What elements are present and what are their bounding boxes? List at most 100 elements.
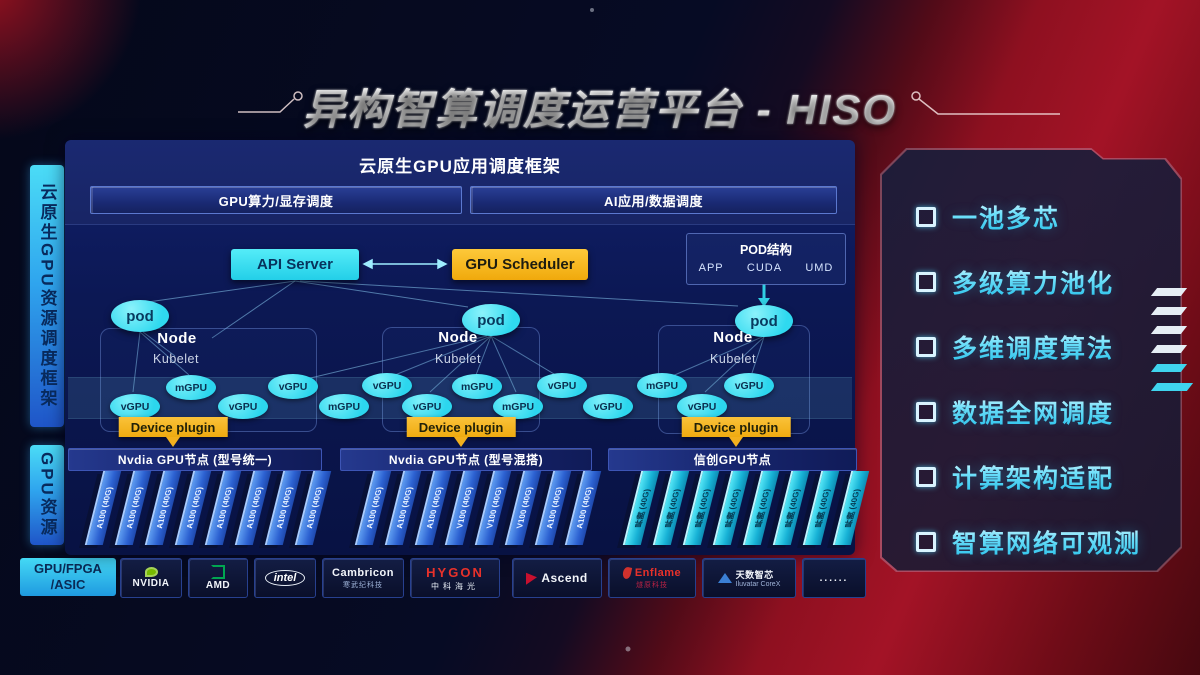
gpu-card: A100 (40G) [414,471,452,545]
pod-ellipse-2: pod [462,304,520,336]
gpu-card: A100 (40G) [234,471,272,545]
gpu-card: 昇腾 (40G) [682,471,720,545]
gpu-card: 昇腾 (40G) [652,471,690,545]
hardware-type-box: GPU/FPGA /ASIC [20,558,116,596]
gpu-card-group-2: A100 (40G) A100 (40G) A100 (40G) V100 (4… [354,471,602,547]
app-framework-title: 云原生GPU应用调度框架 [359,157,561,176]
node-label-3: Node [713,329,753,346]
gpu-slice: vGPU [218,394,268,419]
gpu-group-bar-nvidia-mixed: Nvdia GPU节点 (型号混搭) [340,448,592,471]
gpu-slice: mGPU [637,373,687,398]
rail-cloud-native-gpu-scheduling-framework: 云原生GPU资源调度框架 [30,165,64,427]
device-plugin-arrow-icon [729,437,743,447]
gpu-slice: vGPU [724,373,774,398]
device-plugin-1: Device plugin [118,417,228,437]
kubelet-label-1: Kubelet [153,352,199,366]
device-plugin-3: Device plugin [681,417,791,437]
gpu-card: V100 (40G) [474,471,512,545]
pod-structure-title: POD结构 [739,243,793,257]
gpu-card: A100 (40G) [534,471,572,545]
gpu-card-group-3: 昇腾 (40G) 昇腾 (40G) 昇腾 (40G) 昇腾 (40G) 昇腾 (… [622,471,870,547]
hazard-stripes-decoration [1150,288,1194,391]
gpu-card: A100 (40G) [174,471,212,545]
api-server-box: API Server [231,249,359,280]
nvidia-logo-icon [144,567,158,577]
iluvatar-logo-icon [717,573,732,583]
gpu-card: 昇腾 (40G) [772,471,810,545]
feature-item: 多维调度算法 [916,314,1168,379]
framework-item-gpu-compute: GPU算力/显存调度 [90,186,462,214]
framework-item-ai-data: AI应用/数据调度 [470,186,837,214]
page-title: 异构智算调度运营平台 - HISO [0,76,1200,137]
rail-gpu-resource: GPU资源 [30,445,64,545]
ascend-logo-icon [526,571,538,585]
feature-panel: 一池多芯 多级算力池化 多维调度算法 数据全网调度 计算架构适配 智算网络可观测 [880,148,1182,572]
gpu-slice: mGPU [493,394,543,419]
vendor-cambricon: Cambricon 寒武纪科技 [322,558,404,598]
pod-structure-item-app: APP [698,262,724,274]
kubelet-label-3: Kubelet [710,352,756,366]
square-bullet-icon [916,207,936,227]
gpu-slice: vGPU [537,373,587,398]
gpu-card: A100 (40G) [264,471,302,545]
pod-ellipse-3: pod [735,305,793,337]
gpu-card-group-1: A100 (40G) A100 (40G) A100 (40G) A100 (4… [84,471,332,547]
pod-structure-box: POD结构 APP CUDA UMD [686,233,846,285]
pod-structure-item-cuda: CUDA [746,262,783,274]
node-label-2: Node [438,329,478,346]
gpu-card: 昇腾 (40G) [742,471,780,545]
gpu-card: 昇腾 (40G) [832,471,870,545]
feature-list: 一池多芯 多级算力池化 多维调度算法 数据全网调度 计算架构适配 智算网络可观测 [916,184,1168,574]
vendor-logo-row: NVIDIA AMD intel Cambricon 寒武纪科技 HYGON 中… [120,558,866,598]
square-bullet-icon [916,272,936,292]
vendor-more: ...... [802,558,866,598]
gpu-slice: vGPU [110,394,160,419]
gpu-card: A100 (40G) [114,471,152,545]
gpu-card: V100 (40G) [504,471,542,545]
feature-panel-inner [882,150,1181,571]
feature-item: 数据全网调度 [916,379,1168,444]
gpu-card: A100 (40G) [384,471,422,545]
node-label-1: Node [157,330,197,347]
gpu-card: A100 (40G) [204,471,242,545]
gpu-card: 昇腾 (40G) [802,471,840,545]
gpu-slice: mGPU [452,374,502,399]
vendor-enflame: Enflame 燧原科技 [608,558,696,598]
pod-ellipse-1: pod [111,300,169,332]
kubelet-label-2: Kubelet [435,352,481,366]
vendor-iluvatar: 天数智芯 Iluvatar CoreX [702,558,796,598]
square-bullet-icon [916,532,936,552]
gpu-group-bar-nvidia-uniform: Nvdia GPU节点 (型号统一) [68,448,322,471]
pod-structure-item-umd: UMD [805,262,834,274]
device-plugin-2: Device plugin [406,417,516,437]
square-bullet-icon [916,467,936,487]
gpu-slice: vGPU [362,373,412,398]
hardware-line1: GPU/FPGA [34,560,102,576]
device-plugin-arrow-icon [166,437,180,447]
enflame-logo-icon [621,565,633,580]
gpu-slice: vGPU [583,394,633,419]
gpu-card: V100 (40G) [444,471,482,545]
gpu-group-bar-xinchuang: 信创GPU节点 [608,448,857,471]
vendor-ascend: Ascend [512,558,602,598]
vendor-intel: intel [254,558,316,598]
gpu-slice: vGPU [677,394,727,419]
rail-label: GPU资源 [37,452,57,538]
gpu-card: A100 (40G) [144,471,182,545]
gpu-slice: mGPU [166,375,216,400]
gpu-slice: vGPU [268,374,318,399]
amd-logo-icon [211,565,225,579]
gpu-slice: vGPU [402,394,452,419]
feature-item: 多级算力池化 [916,249,1168,314]
square-bullet-icon [916,337,936,357]
vendor-hygon: HYGON 中科海光 [410,558,500,598]
gpu-scheduler-box: GPU Scheduler [452,249,588,280]
hardware-line2: /ASIC [50,577,86,592]
vendor-amd: AMD [188,558,248,598]
square-bullet-icon [916,402,936,422]
gpu-card: 昇腾 (40G) [712,471,750,545]
vendor-nvidia: NVIDIA [120,558,182,598]
intel-logo-icon: intel [264,570,306,586]
rail-label: 云原生GPU资源调度框架 [37,183,57,409]
